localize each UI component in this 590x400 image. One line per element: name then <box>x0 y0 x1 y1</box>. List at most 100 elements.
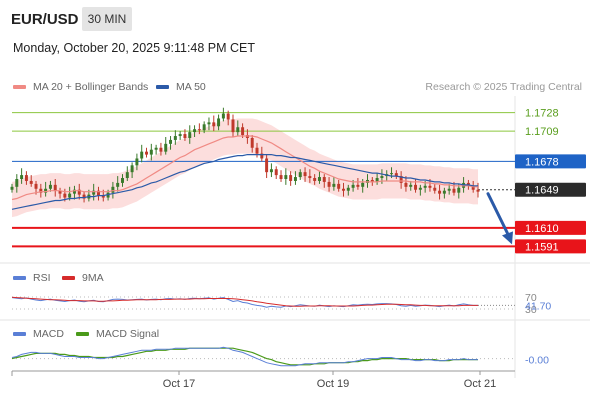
candle-body <box>380 176 384 179</box>
candle <box>327 177 331 192</box>
candle <box>72 185 76 200</box>
candle-body <box>279 175 283 179</box>
candle-body <box>96 190 100 196</box>
candle <box>265 154 269 179</box>
candle <box>164 137 168 155</box>
rsi-swatch-icon <box>13 276 26 280</box>
candle-body <box>317 177 321 181</box>
candle <box>284 168 288 185</box>
candle-body <box>289 175 293 181</box>
candle-body <box>303 172 307 177</box>
resistance-label: 1.1728 <box>525 108 559 120</box>
candle <box>217 114 221 131</box>
candle-body <box>476 189 480 192</box>
candle-body <box>202 124 206 131</box>
candle <box>212 115 216 132</box>
candle <box>394 170 398 179</box>
candle-body <box>322 177 326 182</box>
candle-body <box>149 149 153 155</box>
candle <box>236 120 240 137</box>
ma20-line <box>11 135 478 201</box>
candle-body <box>24 175 28 181</box>
legend-rsi-ma-label: 9MA <box>82 272 104 284</box>
candle-body <box>418 187 422 190</box>
candle <box>169 136 173 150</box>
ma20-swatch-icon <box>13 85 26 89</box>
candle <box>116 176 120 192</box>
candle-body <box>308 176 312 179</box>
candle-body <box>423 185 427 188</box>
candle-body <box>298 172 302 178</box>
candle-body <box>20 175 24 179</box>
candle-body <box>433 187 437 191</box>
candle <box>289 171 293 186</box>
legend-ma20: MA 20 + Bollinger Bands <box>13 81 148 93</box>
candle-body <box>250 137 254 148</box>
candle-body <box>471 185 475 190</box>
timeframe-badge[interactable]: 30 MIN <box>82 7 132 31</box>
candle-body <box>125 172 129 179</box>
bollinger-band <box>12 118 478 218</box>
resistance-label: 1.1709 <box>525 126 559 138</box>
candle-body <box>29 180 33 184</box>
candle <box>337 179 341 192</box>
candle-body <box>293 177 297 181</box>
candle-body <box>188 132 192 138</box>
candle <box>135 153 139 171</box>
candle-body <box>72 189 76 194</box>
candle-body <box>274 169 278 176</box>
candle-body <box>452 188 456 193</box>
candle-body <box>116 182 120 187</box>
candle-body <box>284 175 288 179</box>
candle-body <box>394 173 398 177</box>
candle-body <box>265 158 269 173</box>
candle <box>442 187 446 199</box>
candle <box>250 135 254 153</box>
candle <box>226 110 230 126</box>
legend-ma50: MA 50 <box>156 81 206 93</box>
candle-body <box>236 127 240 133</box>
candle <box>274 166 278 179</box>
credit-text: Research © 2025 Trading Central <box>425 81 582 93</box>
macd-swatch-icon <box>13 332 26 336</box>
forecast-arrow <box>486 192 511 238</box>
candle <box>308 169 312 183</box>
candle-body <box>332 183 336 187</box>
legend-macd-label: MACD <box>33 328 64 340</box>
rsi-ma-swatch-icon <box>62 276 75 280</box>
candle-body <box>92 190 96 195</box>
rsi-level-label: 30 <box>525 304 537 316</box>
candle <box>24 171 28 185</box>
candle <box>207 117 211 131</box>
candle-body <box>217 118 221 127</box>
candle <box>375 173 379 185</box>
candle-body <box>130 165 134 173</box>
legend-rsi-label: RSI <box>33 272 51 284</box>
legend-rsi-ma: 9MA <box>62 272 104 284</box>
candle <box>29 175 33 187</box>
candle-body <box>58 190 62 194</box>
candle <box>193 125 197 138</box>
candle-body <box>145 151 149 155</box>
candle-body <box>428 185 432 188</box>
candle-body <box>154 147 158 150</box>
x-tick-label: Oct 19 <box>317 378 349 390</box>
candle-body <box>409 184 413 187</box>
instrument-title: EUR/USD <box>11 11 79 28</box>
candle-body <box>341 188 345 191</box>
rsi-current-label: 41.70 <box>525 300 551 312</box>
candle-body <box>48 184 52 189</box>
legend-rsi: RSI <box>13 272 51 284</box>
rsi-ma-line <box>11 296 478 307</box>
candle-body <box>44 188 48 193</box>
candle <box>231 114 235 138</box>
candle <box>293 171 297 185</box>
candle-body <box>111 186 115 193</box>
candle-body <box>53 184 57 191</box>
support-label: 1.1610 <box>525 223 559 235</box>
candle-body <box>207 122 211 125</box>
candle <box>447 183 451 195</box>
timestamp: Monday, October 20, 2025 9:11:48 PM CET <box>13 41 256 55</box>
candle <box>341 182 345 197</box>
